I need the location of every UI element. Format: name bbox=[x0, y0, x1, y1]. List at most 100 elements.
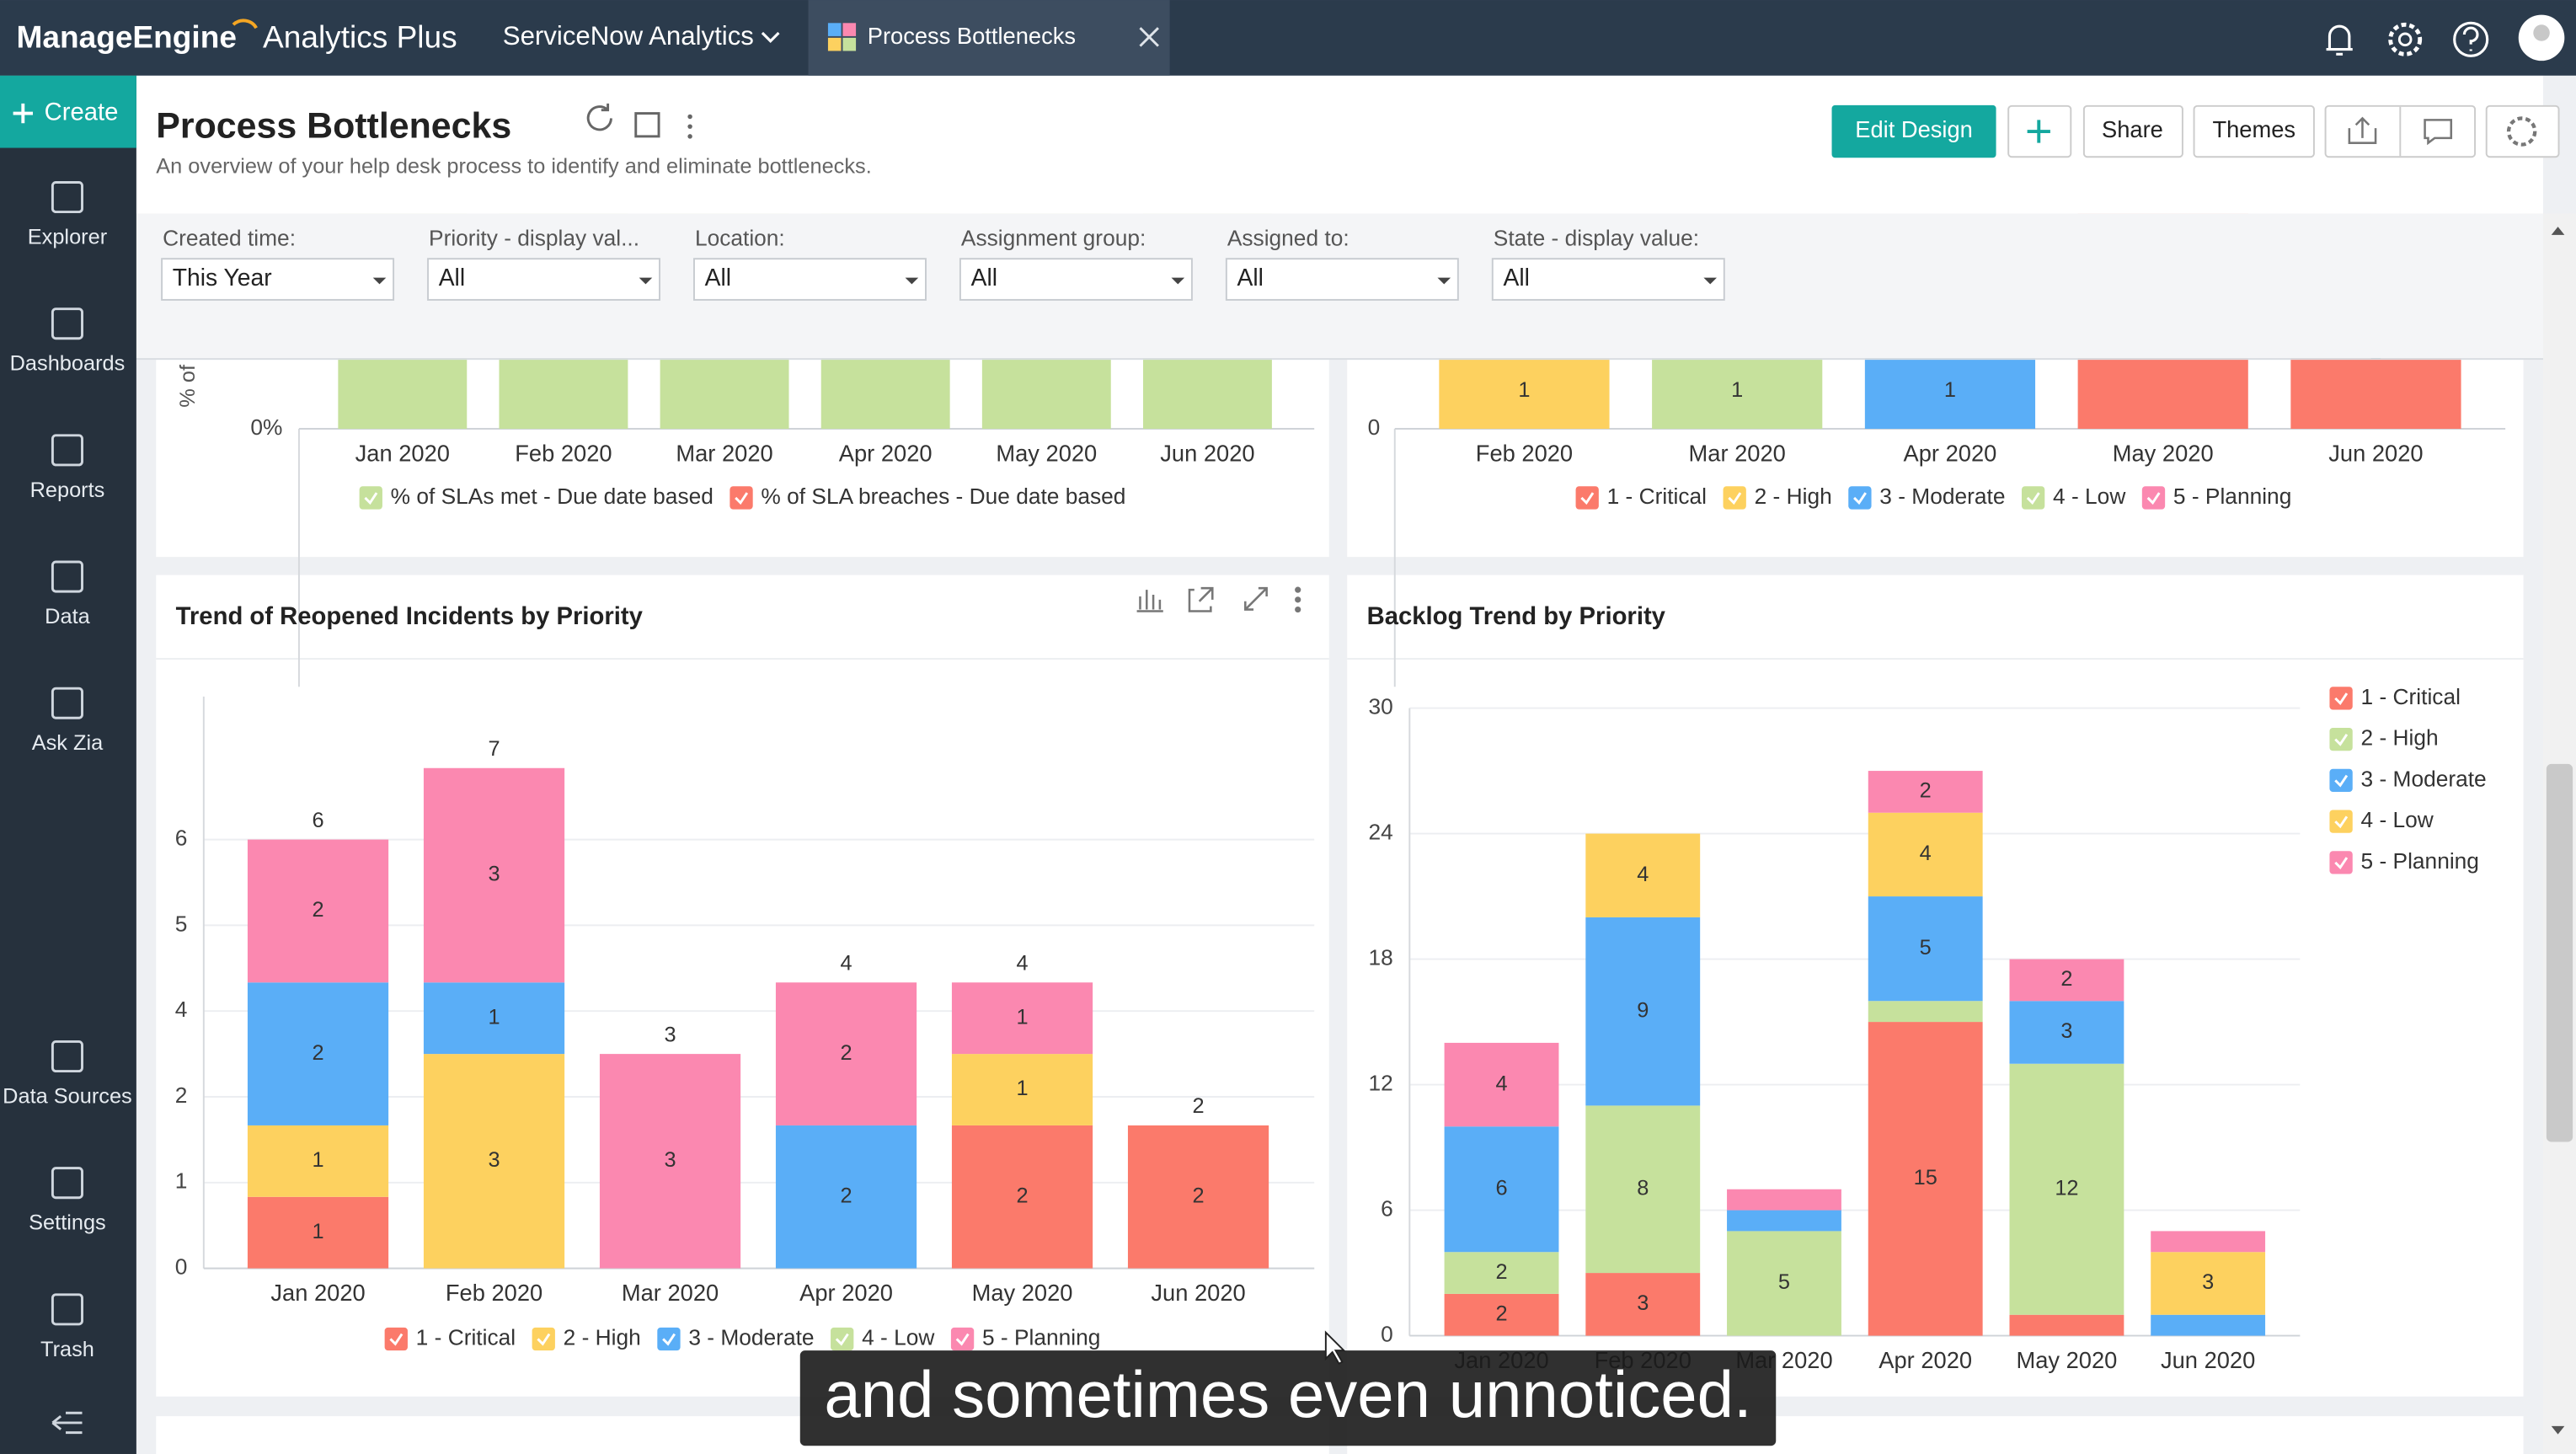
bar-segment[interactable] bbox=[2151, 1231, 2266, 1253]
legend-label[interactable]: % of SLAs met - Due date based bbox=[391, 484, 713, 509]
share-label[interactable]: Share bbox=[2102, 116, 2163, 142]
legend-marker[interactable] bbox=[2329, 727, 2353, 751]
filter-select[interactable] bbox=[693, 258, 927, 301]
filter-value[interactable]: All bbox=[971, 264, 997, 291]
bar-segment[interactable] bbox=[1868, 1022, 1983, 1336]
legend-marker[interactable] bbox=[532, 1327, 555, 1351]
bar-segment[interactable] bbox=[423, 767, 565, 983]
expand-icon[interactable] bbox=[1244, 586, 1268, 611]
add-icon[interactable] bbox=[2027, 120, 2050, 143]
sidebar-label[interactable]: Dashboards bbox=[10, 352, 126, 376]
bar-segment[interactable] bbox=[1727, 1189, 1841, 1211]
bar-segment[interactable] bbox=[2151, 1252, 2266, 1315]
sidebar-label[interactable]: Data Sources bbox=[3, 1084, 132, 1108]
create-label[interactable]: Create bbox=[45, 99, 119, 126]
bar-segment[interactable] bbox=[1864, 353, 2036, 430]
legend-label[interactable]: 5 - Planning bbox=[2361, 848, 2479, 874]
legend-marker[interactable] bbox=[2141, 486, 2166, 510]
sidebar-label[interactable]: Settings bbox=[29, 1211, 106, 1235]
sidebar-icon[interactable] bbox=[51, 434, 83, 467]
bar-segment[interactable] bbox=[1444, 1293, 1559, 1336]
sidebar-icon[interactable] bbox=[51, 181, 83, 214]
bar-segment[interactable] bbox=[1439, 353, 1610, 430]
legend-marker[interactable] bbox=[2329, 810, 2353, 833]
bar-segment[interactable] bbox=[423, 982, 565, 1055]
legend-label[interactable]: 2 - High bbox=[564, 1324, 641, 1350]
sidebar-icon[interactable] bbox=[51, 307, 83, 340]
legend-label[interactable]: 3 - Moderate bbox=[1879, 484, 2005, 509]
filter-value[interactable]: All bbox=[1503, 264, 1529, 291]
workspace[interactable]: ServiceNow Analytics bbox=[503, 21, 754, 51]
bar-segment[interactable] bbox=[1444, 1126, 1559, 1253]
legend-marker[interactable] bbox=[359, 486, 382, 510]
bar-segment[interactable] bbox=[2009, 1063, 2124, 1315]
sidebar-icon[interactable] bbox=[51, 1293, 83, 1326]
legend-check[interactable] bbox=[537, 1333, 551, 1346]
bar-segment[interactable] bbox=[1585, 1105, 1701, 1274]
settings-button-icon[interactable] bbox=[2506, 116, 2537, 147]
settings-icon[interactable] bbox=[2397, 32, 2413, 47]
filter-select[interactable] bbox=[427, 258, 661, 301]
bar-segment[interactable] bbox=[775, 1125, 917, 1269]
legend-check[interactable] bbox=[735, 492, 749, 505]
legend-label[interactable]: 5 - Planning bbox=[2173, 484, 2291, 509]
workspace-arrow[interactable] bbox=[761, 31, 780, 43]
legend-check[interactable] bbox=[2334, 857, 2349, 870]
legend-marker[interactable] bbox=[831, 1327, 854, 1351]
legend-check[interactable] bbox=[1728, 492, 1742, 505]
comment-icon[interactable] bbox=[2424, 119, 2453, 146]
legend-label[interactable]: 2 - High bbox=[1755, 484, 1832, 509]
bar-segment[interactable] bbox=[1444, 1042, 1559, 1127]
bar-segment[interactable] bbox=[951, 1054, 1093, 1125]
more[interactable] bbox=[687, 114, 692, 139]
bar-segment[interactable] bbox=[247, 839, 389, 983]
legend-check[interactable] bbox=[1580, 492, 1595, 505]
bar-segment[interactable] bbox=[1585, 833, 1701, 917]
filter-arrow[interactable] bbox=[1171, 277, 1185, 285]
close-tab[interactable] bbox=[1139, 27, 1159, 47]
collapse[interactable] bbox=[51, 1411, 83, 1435]
filter-value[interactable]: This Year bbox=[173, 264, 272, 291]
legend-marker[interactable] bbox=[730, 486, 753, 510]
filter-arrow[interactable] bbox=[372, 277, 387, 285]
bar-segment[interactable] bbox=[1585, 1273, 1701, 1336]
panel-tools[interactable] bbox=[1136, 586, 1301, 613]
filter-select[interactable] bbox=[161, 258, 395, 301]
settings-icon[interactable] bbox=[2388, 22, 2423, 56]
themes-label[interactable]: Themes bbox=[2212, 116, 2295, 142]
bar-segment[interactable] bbox=[2009, 1001, 2124, 1064]
legend-marker[interactable] bbox=[1723, 486, 1746, 510]
scroll-down[interactable] bbox=[2551, 1425, 2565, 1435]
help-icon[interactable] bbox=[2462, 26, 2479, 51]
open-icon[interactable] bbox=[1188, 586, 1214, 612]
legend-check[interactable] bbox=[2334, 774, 2349, 788]
legend-marker[interactable] bbox=[384, 1327, 408, 1351]
legend-label[interactable]: 4 - Low bbox=[862, 1324, 935, 1350]
filter-value[interactable]: All bbox=[439, 264, 465, 291]
bar-segment[interactable] bbox=[247, 982, 389, 1125]
legend-check[interactable] bbox=[364, 492, 378, 505]
scroll-up[interactable] bbox=[2551, 227, 2565, 235]
edit-design-button[interactable] bbox=[1831, 104, 1996, 158]
legend-label[interactable]: 1 - Critical bbox=[2361, 684, 2461, 709]
legend-check[interactable] bbox=[662, 1333, 676, 1346]
legend-check[interactable] bbox=[2334, 692, 2349, 706]
notifications[interactable] bbox=[2326, 24, 2353, 56]
scroll-thumb[interactable] bbox=[2546, 763, 2573, 1142]
bar-segment[interactable] bbox=[2009, 959, 2124, 1002]
bar-segment[interactable] bbox=[1868, 812, 1983, 897]
legend-check[interactable] bbox=[2334, 733, 2349, 746]
sidebar-label[interactable]: Trash bbox=[40, 1338, 94, 1361]
legend-label[interactable]: 2 - High bbox=[2361, 725, 2439, 751]
filter-select[interactable] bbox=[1491, 258, 1725, 301]
legend-marker[interactable] bbox=[1848, 486, 1872, 510]
bar-segment[interactable] bbox=[2151, 1314, 2266, 1336]
legend-check[interactable] bbox=[2146, 492, 2161, 505]
legend-marker[interactable] bbox=[2329, 768, 2353, 793]
bar-segment[interactable] bbox=[775, 982, 917, 1125]
filter-arrow[interactable] bbox=[1437, 277, 1451, 285]
tab-title[interactable]: Process Bottlenecks bbox=[868, 23, 1076, 49]
chart-type-icon[interactable] bbox=[1136, 590, 1163, 612]
sidebar-label[interactable]: Explorer bbox=[28, 226, 108, 249]
legend-label[interactable]: 5 - Planning bbox=[982, 1324, 1100, 1350]
